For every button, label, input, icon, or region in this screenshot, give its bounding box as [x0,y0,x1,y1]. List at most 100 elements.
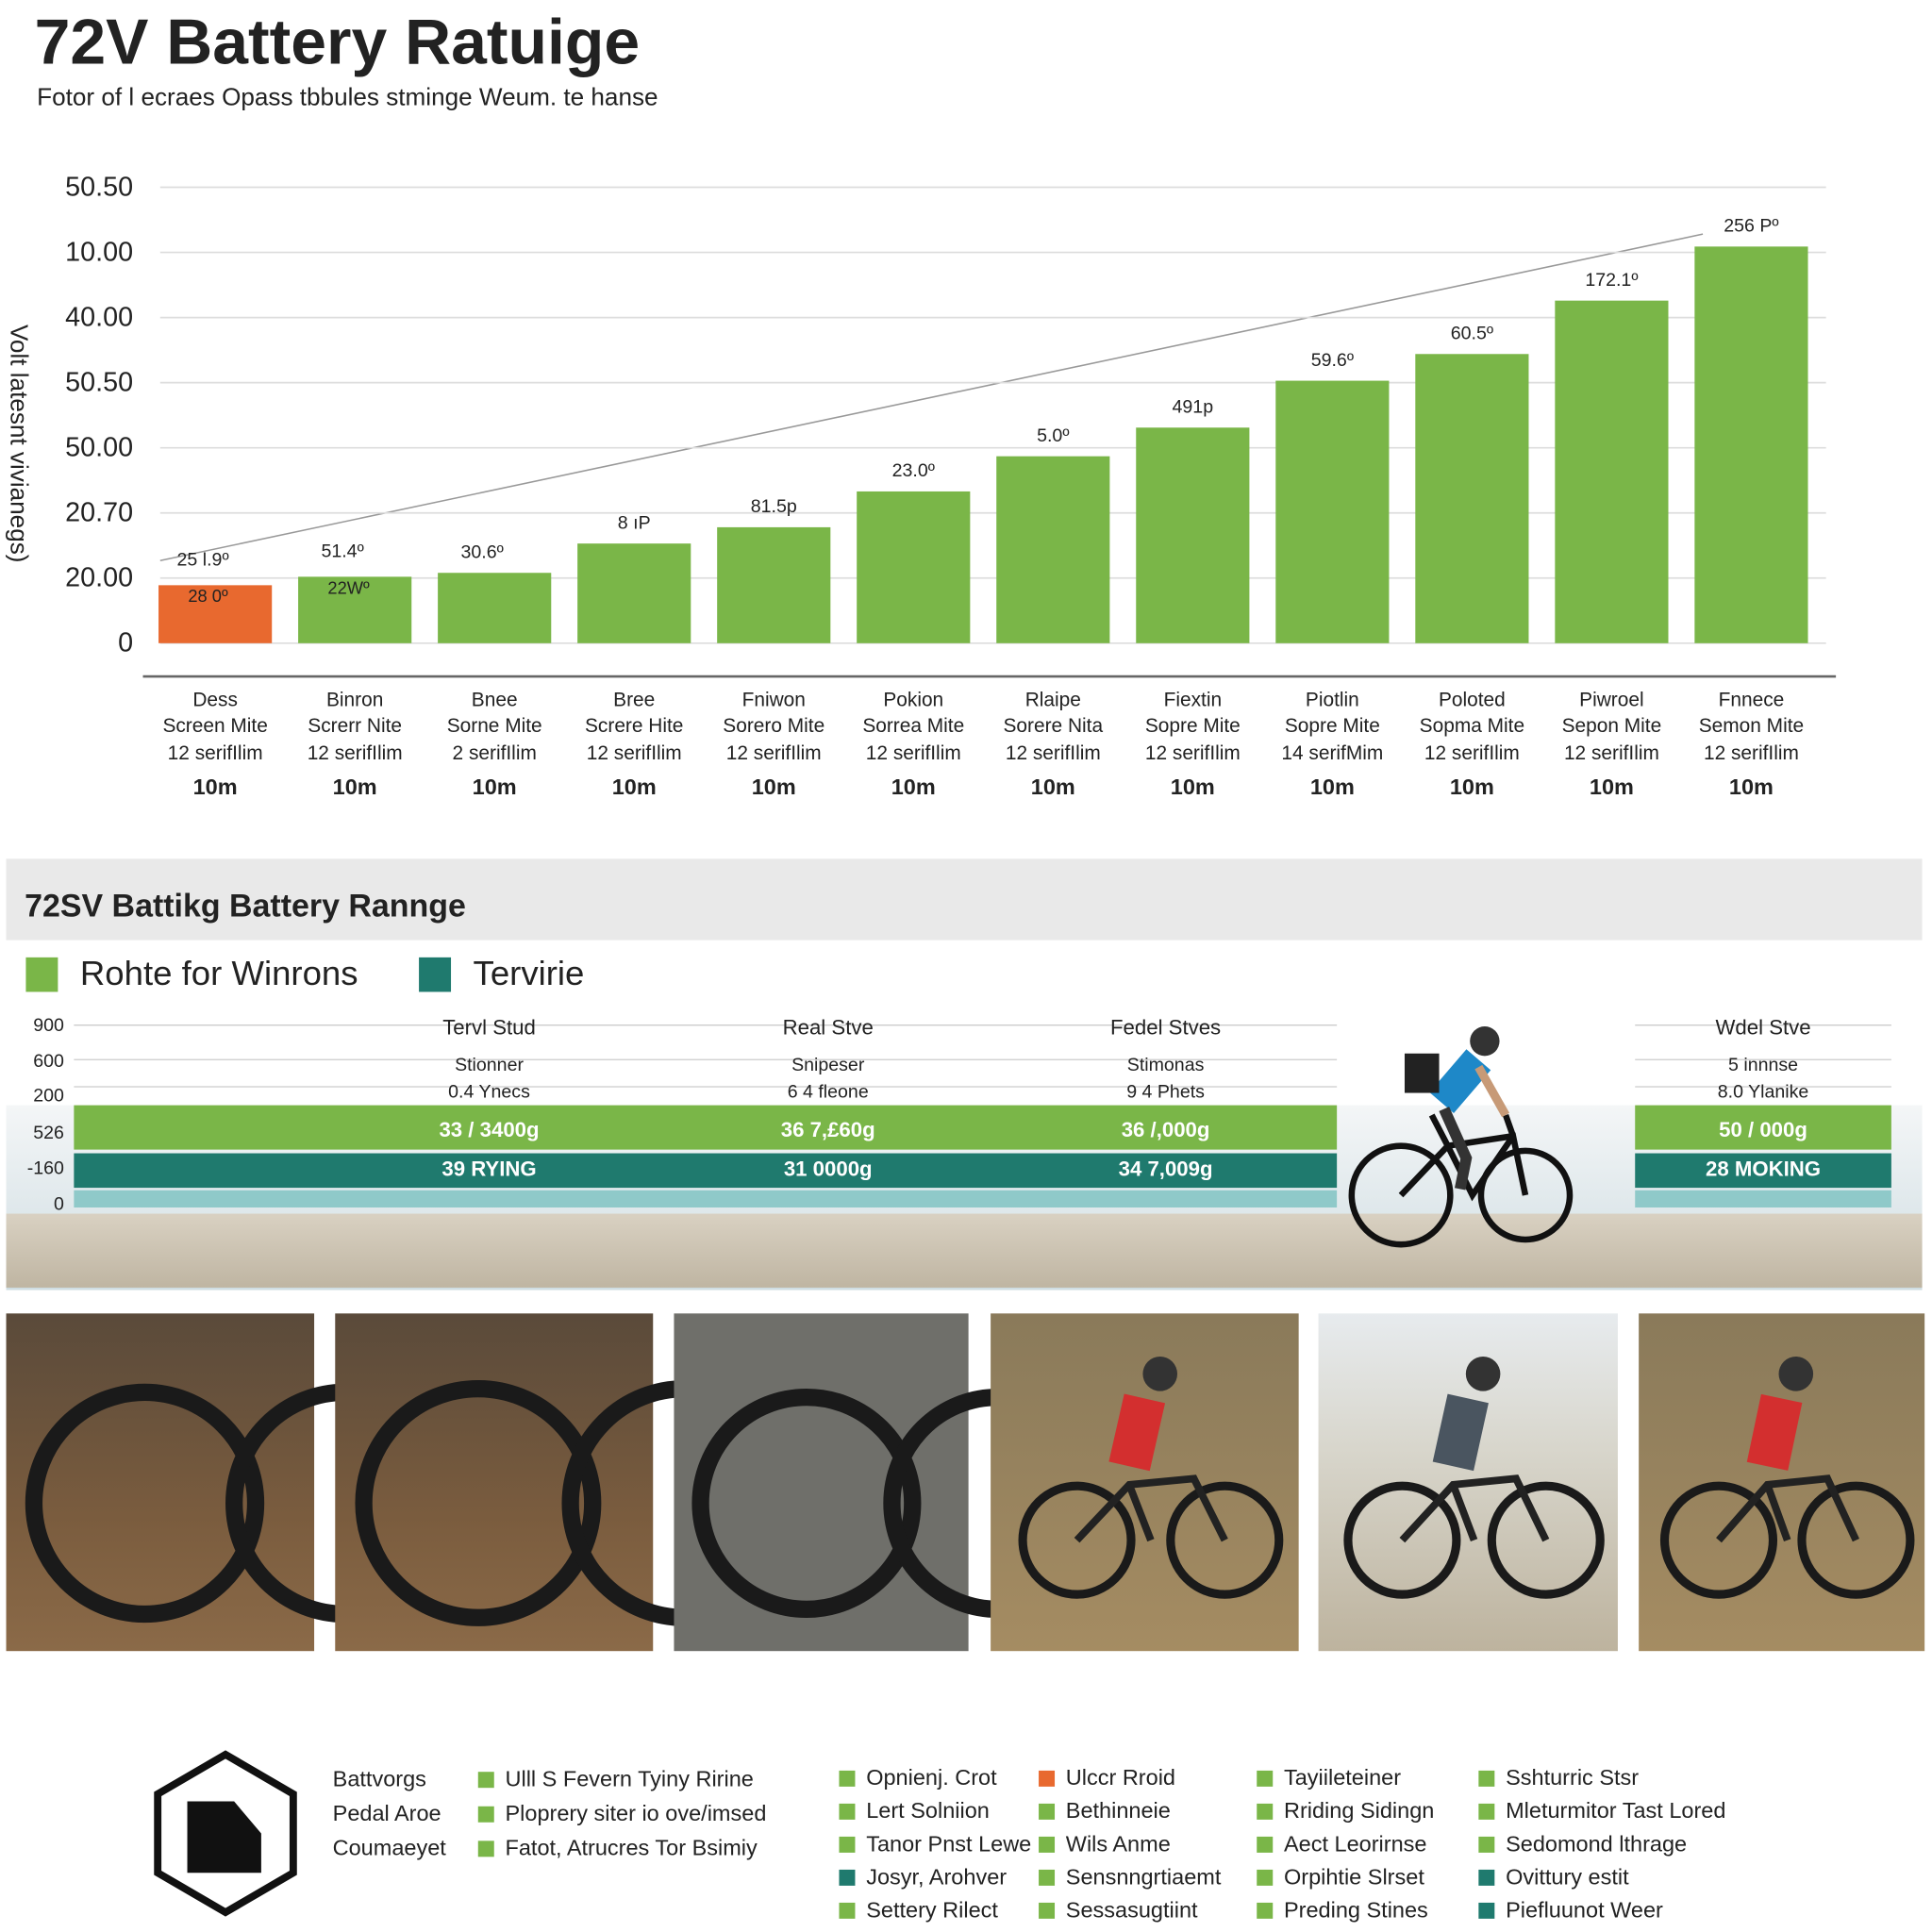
column-line: 0.4 Ynecs [448,1082,530,1103]
value-note: 60.5º [1451,324,1493,344]
x-tick-sublabel: 10m [1729,774,1774,799]
photo [991,1313,1299,1652]
key-swatch [839,1902,856,1919]
photo [6,1313,465,1652]
y-tick-label: 10.00 [65,237,133,267]
banner [6,858,1923,941]
wheel [1166,1481,1284,1599]
x-tick-sublabel: 10m [1590,774,1634,799]
x-tick-label: Pokion [883,690,943,711]
hex-icon [154,1750,297,1917]
panel-bar-teal [1635,1153,1891,1189]
legend-label: Tervirie [474,954,585,992]
x-tick-label: Fnnece [1719,690,1785,711]
hex-inner [187,1801,261,1874]
x-tick-sublabel: 12 serifIlim [308,742,403,764]
key-item: Sedomond lthrage [1506,1831,1687,1856]
column-title: Fedel Stves [1110,1015,1221,1039]
x-tick-sublabel: 12 serifIlim [726,742,822,764]
x-tick-sublabel: Sopre Mite [1285,715,1380,737]
photo [335,1313,808,1652]
key-swatch [839,1836,856,1853]
bar-label: 39 RYING [441,1158,536,1181]
x-tick-sublabel: Screen Mite [162,715,267,737]
panel-bar-green [74,1105,1338,1150]
key-swatch [1478,1869,1495,1886]
x-tick-sublabel: Sepon Mite [1562,715,1662,737]
rider-head [1465,1357,1501,1391]
wheel [1659,1481,1778,1599]
x-tick-label: Fiextin [1164,690,1222,711]
rider-head [1778,1357,1814,1391]
cyclist [1348,1026,1574,1248]
bar [1275,380,1390,643]
key-item: Piefluunot Weer [1506,1897,1663,1922]
x-tick-sublabel: 12 serifIlim [1424,742,1520,764]
key-item: Fatot, Atrucres Tor Bsimiy [506,1836,758,1860]
photo [1318,1313,1618,1652]
x-tick-sublabel: Sorero Mite [723,715,824,737]
photo-road [6,1213,1923,1288]
value-note: 8 ıP [618,512,651,533]
bar-label: 28 MOKING [1706,1158,1821,1181]
bar [717,526,831,643]
y-tick-label: 50.00 [65,433,133,463]
key-item: Preding Stines [1284,1897,1428,1922]
key-swatch [1039,1902,1056,1919]
wheel [25,1383,265,1624]
x-tick-sublabel: Sorne Mite [447,715,542,737]
key-item: Wils Anme [1066,1831,1171,1856]
bar-label: 34 7,009g [1119,1158,1213,1181]
rider-head [1142,1357,1177,1391]
x-tick-label: Dess [192,690,238,711]
key-item: Mleturmitor Tast Lored [1506,1798,1725,1823]
frame [1074,1474,1228,1543]
wheel [691,1388,922,1618]
frame [1716,1474,1859,1543]
row-label: 0 [54,1194,64,1215]
row-label: 526 [33,1123,64,1143]
key-item: Tayiileteiner [1284,1765,1401,1790]
key-swatch [1478,1836,1495,1853]
key-swatch [1257,1902,1274,1919]
x-tick-sublabel: 10m [1310,774,1355,799]
x-tick-sublabel: 12 serifIlim [1145,742,1241,764]
bar [996,456,1110,643]
column-line: 5 innnse [1728,1055,1798,1075]
x-tick-sublabel: Sorere Nita [1004,715,1104,737]
inner-note: 28 0º [188,586,228,606]
x-tick-sublabel: 12 serifIlim [1564,742,1659,764]
key-item: Ulll S Fevern Tyiny Ririne [506,1767,754,1791]
frame [1399,1474,1550,1543]
photo [1639,1313,1925,1652]
x-tick-sublabel: 10m [752,774,796,799]
x-tick-sublabel: 10m [473,774,517,799]
y-tick-label: 50.50 [65,172,133,202]
row-label: 200 [33,1086,64,1107]
key-swatch [1478,1770,1495,1787]
column-line: 6 4 fleone [788,1082,869,1103]
column-line: Stimonas [1127,1055,1205,1075]
x-tick-label: Rlaipe [1025,690,1081,711]
column-line: Stionner [455,1055,524,1075]
x-tick-sublabel: Sopre Mite [1145,715,1241,737]
x-tick-sublabel: 10m [1450,774,1494,799]
photo-bg [674,1313,969,1652]
wheel [1343,1481,1461,1599]
bar-label: 33 / 3400g [439,1118,539,1141]
value-note: 23.0º [892,460,935,481]
y-tick-label: 50.50 [65,368,133,398]
key-swatch [1039,1803,1056,1820]
key-item: Lert Solniion [866,1798,990,1823]
bar-label: 36 /,000g [1122,1118,1210,1141]
value-note: 256 Pº [1724,216,1778,237]
bar [1136,427,1250,643]
x-tick-label: Bree [613,690,655,711]
bar-label: 50 / 000g [1719,1118,1807,1141]
key-swatch [477,1806,494,1823]
bar-label: 31 0000g [784,1158,873,1181]
x-tick-label: Bnee [472,690,518,711]
bar [857,491,971,643]
bar [158,585,273,643]
